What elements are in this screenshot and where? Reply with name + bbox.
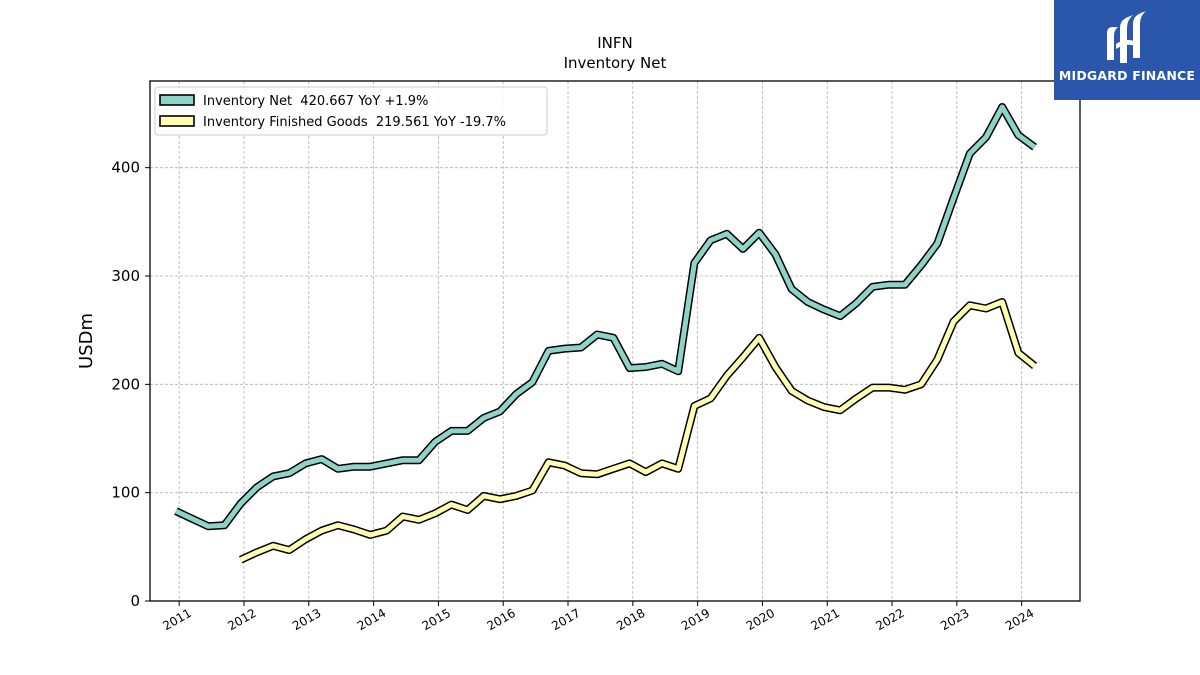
legend-swatch [159,115,195,127]
series-inventory-net-line [174,104,1037,529]
legend-box [154,86,548,136]
x-tick-label: 2022 [873,606,906,633]
y-tick-label: 100 [111,484,140,502]
chart-subtitle: Inventory Net [564,54,667,72]
series-inventory-finished-goods-line [239,299,1037,563]
y-tick-label: 0 [130,592,140,610]
x-tick-label: 2018 [614,606,647,633]
x-tick-label: 2014 [355,606,388,633]
y-tick-label: 400 [111,159,140,177]
x-tick-label: 2016 [484,606,517,633]
x-tick-label: 2013 [290,606,323,633]
x-tick-label: 2012 [225,606,258,633]
legend: Inventory Net 420.667 YoY +1.9% Inventory… [154,86,548,136]
y-tick-label: 200 [111,375,140,393]
series-inventory-finished-goods-outline [239,298,1038,564]
x-tick-label: 2024 [1003,606,1036,633]
x-tick-label: 2017 [549,606,582,633]
grid [150,81,1080,602]
x-tick-label: 2015 [420,606,453,633]
legend-label: Inventory Net 420.667 YoY +1.9% [203,94,428,109]
x-tick-label: 2019 [679,606,712,633]
x-tick-label: 2020 [744,606,777,633]
plot-frame [149,80,1081,602]
legend-label: Inventory Finished Goods 219.561 YoY -19… [203,115,506,130]
axes: 0 100 200 300 400 2011 2012 2013 2014 2015 2016 201… [111,159,1036,634]
x-tick-label: 2011 [160,606,193,633]
chart-title: INFN [597,34,633,52]
series-group [174,103,1038,564]
x-tick-label: 2021 [809,606,842,633]
legend-swatch [159,94,195,106]
midgard-finance-logo-icon [1054,0,1200,100]
brand-logo: MIDGARD FINANCE [1054,0,1200,100]
y-tick-label: 300 [111,267,140,285]
brand-name: MIDGARD FINANCE [1058,68,1196,83]
x-tick-label: 2023 [938,606,971,633]
y-axis-label: USDm [76,313,97,369]
